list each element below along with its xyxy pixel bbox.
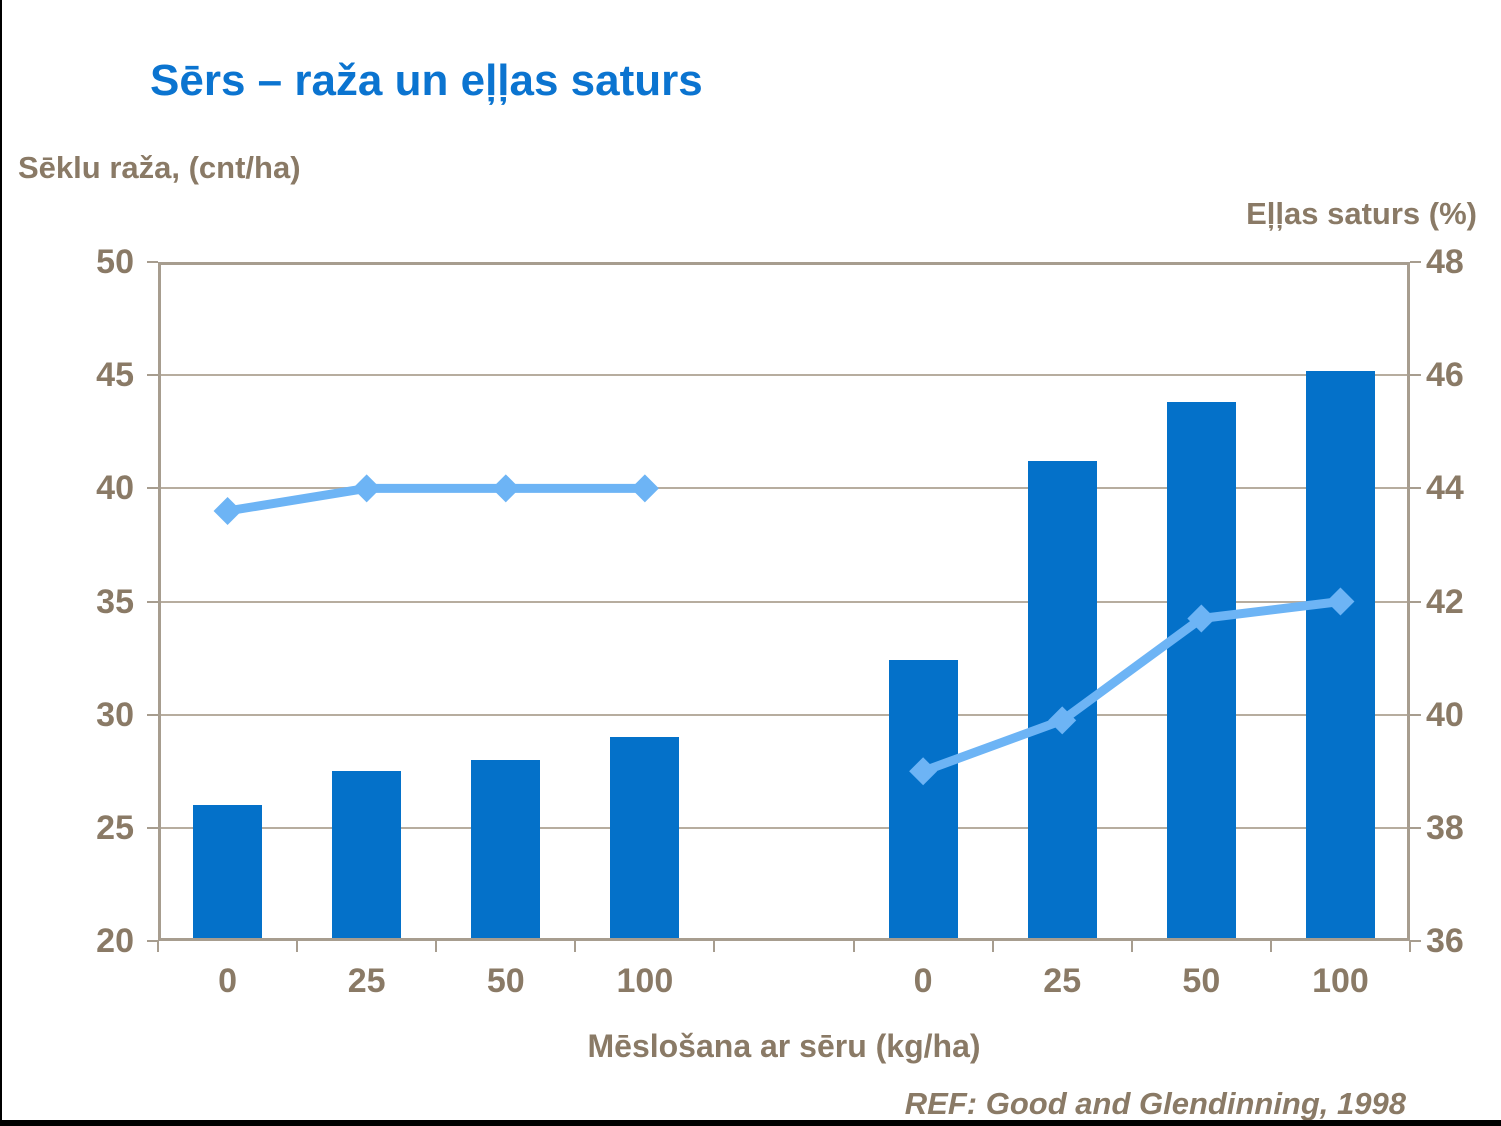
y-axis-tick-label-left: 30 [96, 695, 134, 734]
x-axis-tick-label: 0 [913, 962, 933, 1000]
axis-tick [157, 941, 159, 952]
line-marker [909, 757, 938, 786]
bar [193, 805, 263, 938]
axis-tick [296, 941, 299, 952]
y-axis-tick-label-left: 35 [96, 582, 134, 621]
bar [1305, 370, 1375, 938]
y-axis-tick-label-left: 50 [96, 243, 134, 281]
axis-tick [713, 941, 716, 952]
axis-tick [1409, 941, 1411, 952]
bar [888, 660, 958, 938]
axis-tick [147, 940, 158, 942]
y-axis-tick-label-right: 42 [1426, 582, 1464, 621]
axis-tick [1410, 826, 1421, 829]
gridline [161, 713, 1407, 716]
gridline [161, 487, 1407, 490]
line-marker [1326, 587, 1355, 616]
y-axis-tick-label-right: 48 [1426, 243, 1464, 281]
line-marker [1048, 706, 1077, 735]
axis-tick [1410, 487, 1421, 490]
plot-area [158, 262, 1410, 941]
line-marker [352, 474, 381, 503]
x-axis-tick-label: 25 [1043, 962, 1082, 1000]
axis-tick [1410, 600, 1421, 603]
x-axis-title: Mēslošana ar sēru (kg/ha) [587, 1028, 981, 1064]
axis-tick [147, 374, 158, 377]
axis-tick [1410, 940, 1421, 942]
axis-tick [574, 941, 577, 952]
left-axis-label: Sēklu raža, (cnt/ha) [18, 150, 301, 185]
line-marker [213, 496, 242, 525]
y-axis-tick-label-right: 40 [1426, 695, 1464, 734]
y-axis-tick-label-right: 38 [1426, 808, 1464, 847]
line-marker [1187, 604, 1216, 633]
y-axis-tick-label-right: 44 [1426, 469, 1464, 508]
axis-tick [1269, 941, 1272, 952]
chart-title: Sērs – raža un eļļas saturs [150, 56, 703, 105]
right-axis-label: Eļļas saturs (%) [1246, 196, 1477, 231]
y-axis-tick-label-left: 45 [96, 356, 134, 395]
bar [1166, 402, 1236, 938]
line-marker [491, 474, 520, 503]
axis-tick [991, 941, 994, 952]
x-axis-tick-label: 0 [218, 962, 238, 1000]
x-axis-tick-label: 100 [1312, 962, 1369, 1000]
axis-tick [1410, 713, 1421, 716]
x-axis-tick-label: 50 [486, 962, 525, 1000]
data-line [921, 597, 1341, 776]
gridline [161, 600, 1407, 603]
axis-tick [147, 487, 158, 490]
x-axis-tick-label: 50 [1182, 962, 1221, 1000]
y-axis-tick-label-left: 40 [96, 469, 134, 508]
bar [332, 771, 402, 938]
axis-tick [852, 941, 855, 952]
y-axis-tick-label-right: 36 [1426, 922, 1464, 960]
slide-bottom-border [2, 1120, 1501, 1126]
axis-tick [147, 713, 158, 716]
axis-tick [147, 826, 158, 829]
axis-tick [147, 600, 158, 603]
bar [471, 759, 541, 938]
axis-tick [1410, 261, 1421, 263]
reference-text: REF: Good and Glendinning, 1998 [904, 1086, 1406, 1121]
y-axis-tick-label-right: 46 [1426, 356, 1464, 395]
bar [610, 737, 680, 938]
line-marker [630, 474, 659, 503]
line-series [213, 474, 1355, 786]
gridline [161, 374, 1407, 377]
axis-tick [435, 941, 438, 952]
x-axis-tick-label: 25 [347, 962, 386, 1000]
y-axis-tick-label-left: 25 [96, 808, 134, 847]
data-line [226, 483, 645, 516]
axis-tick [1410, 374, 1421, 377]
axis-tick [147, 261, 158, 263]
x-axis-tick-label: 100 [616, 962, 674, 1000]
gridline [161, 826, 1407, 829]
y-axis-tick-label-left: 20 [96, 922, 134, 960]
axis-tick [1130, 941, 1133, 952]
